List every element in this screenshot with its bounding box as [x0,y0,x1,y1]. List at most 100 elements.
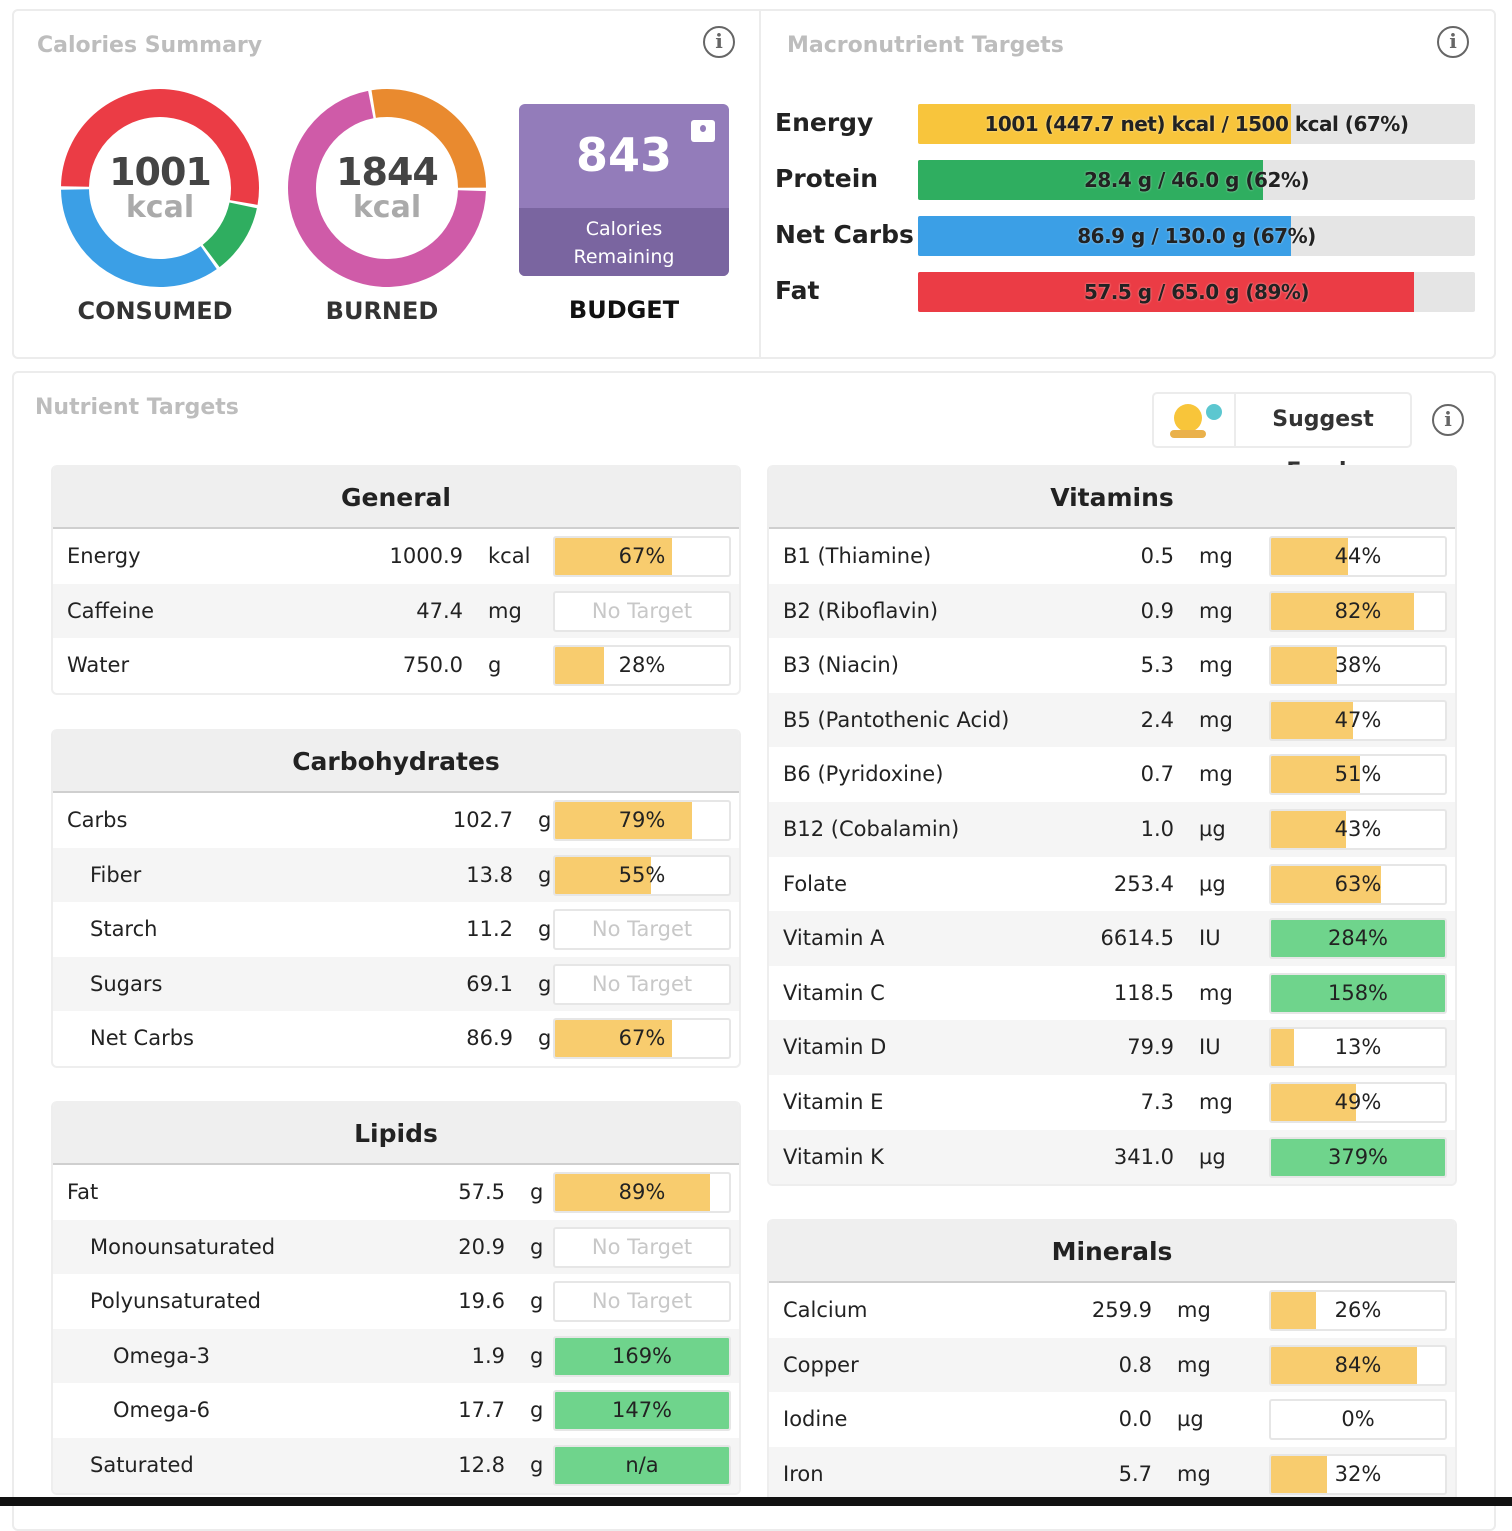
nutrient-unit: mg [1199,1089,1233,1114]
nutrient-row[interactable]: Water 750.0 g 28% [53,638,739,693]
nutrient-row[interactable]: Iron 5.7 mg 32% [769,1446,1455,1502]
nutrient-progress-bar: No Target [553,963,731,1005]
nutrient-progress-text: 89% [618,1180,666,1204]
calories-remaining-box[interactable]: 843 Calories Remaining [519,104,729,276]
nutrient-progress-bar: 67% [553,1018,731,1060]
donut-segment-burn_a [371,89,486,189]
nutrient-value: 259.9 [1091,1298,1152,1322]
nutrient-progress-text: 51% [1334,762,1382,787]
nutrient-row[interactable]: Carbs 102.7 g 79% [53,793,739,848]
nutrient-row[interactable]: Vitamin C 118.5 mg 158% [769,966,1455,1021]
suggest-foods-button[interactable]: Suggest Foods [1152,392,1412,484]
nutrient-row[interactable]: B5 (Pantothenic Acid) 2.4 mg 47% [769,692,1455,748]
consumed-value: 1001 [109,150,212,194]
nutrient-row[interactable]: Net Carbs 86.9 g 67% [53,1011,739,1066]
nutrient-row[interactable]: Vitamin E 7.3 mg 49% [769,1075,1455,1130]
burned-donut-chart [288,89,486,287]
nutrient-row[interactable]: Folate 253.4 µg 63% [769,857,1455,912]
nutrient-unit: kcal [488,544,531,568]
nutrient-row[interactable]: Saturated 12.8 g n/a [53,1437,739,1493]
nutrient-row[interactable]: B1 (Thiamine) 0.5 mg 44% [769,529,1455,584]
nutrient-row[interactable]: Calcium 259.9 mg 26% [769,1283,1455,1338]
nutrient-row[interactable]: Copper 0.8 mg 84% [769,1337,1455,1393]
nutrient-value: 750.0 [402,653,463,678]
nutrient-progress-text: No Target [591,1289,693,1314]
nutrient-name: Vitamin K [783,1144,884,1169]
nutrient-row[interactable]: Vitamin K 341.0 µg 379% [769,1129,1455,1185]
nutrient-unit: IU [1199,926,1221,951]
nutrient-row[interactable]: Vitamin D 79.9 IU 13% [769,1020,1455,1075]
nutrient-row[interactable]: Energy 1000.9 kcal 67% [53,529,739,584]
suggest-foods-icon [1154,394,1236,446]
nutrient-progress-text: No Target [591,1234,693,1259]
nutrient-value: 11.2 [466,917,513,942]
donut-segment-protein [202,201,257,268]
nutrient-name: Monounsaturated [90,1234,276,1259]
nutrient-unit: g [538,862,552,887]
nutrient-progress-bar: 79% [553,800,731,841]
nutrient-row[interactable]: Fiber 13.8 g 55% [53,847,739,903]
macro-progress-fill [918,216,1292,256]
info-icon[interactable]: i [1437,26,1469,58]
nutrient-row[interactable]: Omega-6 17.7 g 147% [53,1383,739,1438]
nutrient-progress-text: No Target [591,917,693,942]
nutrient-progress-bar: 55% [553,854,731,896]
nutrient-row[interactable]: B6 (Pyridoxine) 0.7 mg 51% [769,747,1455,802]
macro-label: Protein [775,164,879,193]
nutrient-progress-text: 38% [1334,653,1382,678]
macro-label: Net Carbs [775,220,914,249]
nutrient-progress-text: 49% [1334,1089,1382,1114]
nutrient-progress-bar: 84% [1269,1344,1447,1386]
nutrient-unit: µg [1199,871,1226,896]
nutrient-row[interactable]: Iodine 0.0 µg 0% [769,1392,1455,1447]
nutrient-row[interactable]: B2 (Riboflavin) 0.9 mg 82% [769,583,1455,639]
nutrient-row[interactable]: B3 (Niacin) 5.3 mg 38% [769,638,1455,693]
nutrient-progress-text: 67% [618,544,666,568]
nutrient-value: 17.7 [458,1398,505,1423]
nutrient-row[interactable]: B12 (Cobalamin) 1.0 µg 43% [769,801,1455,857]
nutrient-value: 19.6 [458,1289,505,1314]
nutrient-row[interactable]: Monounsaturated 20.9 g No Target [53,1219,739,1275]
nutrient-row[interactable]: Caffeine 47.4 mg No Target [53,583,739,639]
nutrient-row[interactable]: Starch 11.2 g No Target [53,902,739,957]
info-icon[interactable]: i [1432,404,1464,436]
nutrient-progress-bar: 89% [553,1172,731,1213]
nutrient-value: 5.3 [1140,653,1174,678]
panel-general: General Energy 1000.9 kcal 67% Caffeine 47.4 mg… [51,465,741,695]
nutrient-name: Copper [783,1352,859,1377]
nutrient-row[interactable]: Omega-3 1.9 g 169% [53,1328,739,1384]
macro-progress-text: 57.5 g / 65.0 g (89%) [1083,280,1310,304]
nutrient-unit: g [530,1289,544,1314]
nutrient-unit: mg [1199,980,1233,1005]
scale-icon[interactable] [691,120,715,142]
nutrient-progress-text: 284% [1327,926,1389,951]
macro-progress-bar: 86.9 g / 130.0 g (67%) [918,216,1475,256]
nutrient-value: 47.4 [416,598,463,623]
calories-summary-title: Calories Summary [37,33,263,58]
nutrient-name: B3 (Niacin) [783,653,899,678]
card-divider [759,11,761,357]
nutrient-progress-fill [555,1174,710,1211]
nutrient-progress-bar: 51% [1269,754,1447,796]
nutrient-value: 1000.9 [389,544,463,568]
nutrient-progress-fill [1271,810,1346,848]
macro-label: Energy [775,108,874,137]
nutrient-row[interactable]: Sugars 69.1 g No Target [53,956,739,1012]
nutrient-progress-text: 28% [618,653,666,678]
nutrient-row[interactable]: Fat 57.5 g 89% [53,1165,739,1220]
nutrient-value: 57.5 [458,1180,505,1204]
macro-progress-fill [918,160,1264,200]
bottom-edge [0,1497,1512,1506]
nutrient-name: Fiber [90,862,142,887]
nutrient-progress-bar: 44% [1269,536,1447,577]
nutrient-targets-title: Nutrient Targets [35,395,239,420]
nutrient-unit: g [538,971,552,996]
nutrient-progress-fill [1271,1455,1327,1493]
info-icon[interactable]: i [703,26,735,58]
nutrient-progress-text: 13% [1334,1035,1382,1060]
budget-caption: Calories Remaining [519,208,729,276]
nutrient-unit: mg [1199,544,1233,568]
nutrient-row[interactable]: Polyunsaturated 19.6 g No Target [53,1274,739,1329]
nutrient-unit: mg [488,598,522,623]
nutrient-row[interactable]: Vitamin A 6614.5 IU 284% [769,911,1455,966]
